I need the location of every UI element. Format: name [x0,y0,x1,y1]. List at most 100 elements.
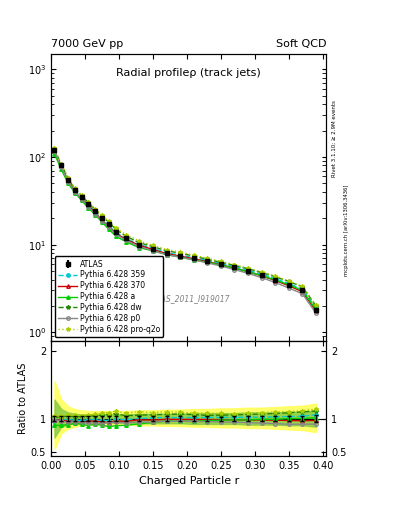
Pythia 6.428 359 [178,252,182,258]
X-axis label: Charged Particle r: Charged Particle r [138,476,239,486]
Pythia 6.428 pro-q2o [300,283,305,289]
Line: Pythia 6.428 dw: Pythia 6.428 dw [52,147,318,308]
Pythia 6.428 p0 [113,231,118,237]
Pythia 6.428 a [259,272,264,279]
Text: Radial profileρ (track jets): Radial profileρ (track jets) [116,68,261,78]
Text: ATLAS_2011_I919017: ATLAS_2011_I919017 [147,294,230,304]
Pythia 6.428 359 [191,254,196,261]
Pythia 6.428 370 [113,230,118,236]
Pythia 6.428 pro-q2o [286,278,291,284]
Pythia 6.428 pro-q2o [100,212,105,219]
Pythia 6.428 370 [66,178,70,184]
Pythia 6.428 359 [314,305,318,311]
Pythia 6.428 a [123,239,128,245]
Pythia 6.428 p0 [286,285,291,291]
Text: Soft QCD: Soft QCD [276,38,326,49]
Pythia 6.428 pro-q2o [164,246,169,252]
Pythia 6.428 a [52,151,57,157]
Pythia 6.428 p0 [314,310,318,316]
Pythia 6.428 a [66,180,70,186]
Pythia 6.428 dw [314,303,318,309]
Pythia 6.428 pro-q2o [259,269,264,275]
Pythia 6.428 dw [52,146,57,153]
Pythia 6.428 p0 [273,280,277,286]
Pythia 6.428 dw [178,250,182,256]
Pythia 6.428 p0 [259,274,264,281]
Pythia 6.428 dw [66,175,70,181]
Pythia 6.428 p0 [86,204,91,210]
Pythia 6.428 370 [137,242,142,248]
Pythia 6.428 a [93,211,97,218]
Pythia 6.428 dw [123,233,128,239]
Pythia 6.428 359 [93,209,97,215]
Pythia 6.428 dw [300,284,305,290]
Pythia 6.428 p0 [59,164,64,170]
Pythia 6.428 370 [259,273,264,279]
Pythia 6.428 pro-q2o [107,218,111,224]
Pythia 6.428 370 [219,262,223,268]
Pythia 6.428 359 [107,223,111,229]
Pythia 6.428 370 [100,217,105,223]
Pythia 6.428 pro-q2o [137,238,142,244]
Pythia 6.428 dw [107,219,111,225]
Pythia 6.428 dw [93,207,97,213]
Pythia 6.428 a [286,282,291,288]
Pythia 6.428 dw [286,279,291,285]
Pythia 6.428 pro-q2o [86,199,91,205]
Pythia 6.428 370 [52,147,57,154]
Pythia 6.428 pro-q2o [246,265,250,271]
Pythia 6.428 359 [100,216,105,222]
Pythia 6.428 pro-q2o [79,192,84,198]
Pythia 6.428 dw [191,253,196,259]
Pythia 6.428 p0 [52,147,57,154]
Pythia 6.428 a [314,307,318,313]
Pythia 6.428 p0 [205,260,210,266]
Pythia 6.428 370 [191,255,196,262]
Pythia 6.428 370 [123,236,128,242]
Pythia 6.428 p0 [137,244,142,250]
Pythia 6.428 dw [113,226,118,232]
Pythia 6.428 a [113,233,118,239]
Pythia 6.428 359 [79,195,84,201]
Pythia 6.428 359 [66,177,70,183]
Pythia 6.428 370 [314,308,318,314]
Pythia 6.428 pro-q2o [191,252,196,258]
Pythia 6.428 dw [79,193,84,199]
Pythia 6.428 370 [93,210,97,216]
Pythia 6.428 359 [164,249,169,255]
Pythia 6.428 p0 [151,248,155,254]
Pythia 6.428 a [137,245,142,251]
Pythia 6.428 359 [219,261,223,267]
Pythia 6.428 a [178,254,182,260]
Pythia 6.428 359 [259,271,264,278]
Pythia 6.428 pro-q2o [273,273,277,279]
Pythia 6.428 370 [151,246,155,252]
Pythia 6.428 a [100,219,105,225]
Pythia 6.428 a [205,259,210,265]
Pythia 6.428 pro-q2o [151,242,155,248]
Pythia 6.428 p0 [79,196,84,202]
Pythia 6.428 dw [164,248,169,254]
Line: Pythia 6.428 370: Pythia 6.428 370 [53,149,318,313]
Pythia 6.428 p0 [191,257,196,263]
Pythia 6.428 dw [232,262,237,268]
Pythia 6.428 p0 [100,218,105,224]
Pythia 6.428 a [191,257,196,263]
Pythia 6.428 pro-q2o [205,255,210,261]
Pythia 6.428 p0 [219,263,223,269]
Pythia 6.428 359 [72,188,77,194]
Pythia 6.428 dw [273,274,277,280]
Pythia 6.428 p0 [107,224,111,230]
Line: Pythia 6.428 pro-q2o: Pythia 6.428 pro-q2o [52,146,318,307]
Pythia 6.428 dw [219,259,223,265]
Pythia 6.428 pro-q2o [66,175,70,181]
Pythia 6.428 pro-q2o [314,302,318,308]
Pythia 6.428 dw [246,266,250,272]
Pythia 6.428 p0 [66,179,70,185]
Pythia 6.428 dw [59,161,64,167]
Pythia 6.428 370 [286,283,291,289]
Pythia 6.428 370 [86,202,91,208]
Pythia 6.428 370 [164,250,169,257]
Pythia 6.428 359 [300,286,305,292]
Pythia 6.428 359 [52,148,57,155]
